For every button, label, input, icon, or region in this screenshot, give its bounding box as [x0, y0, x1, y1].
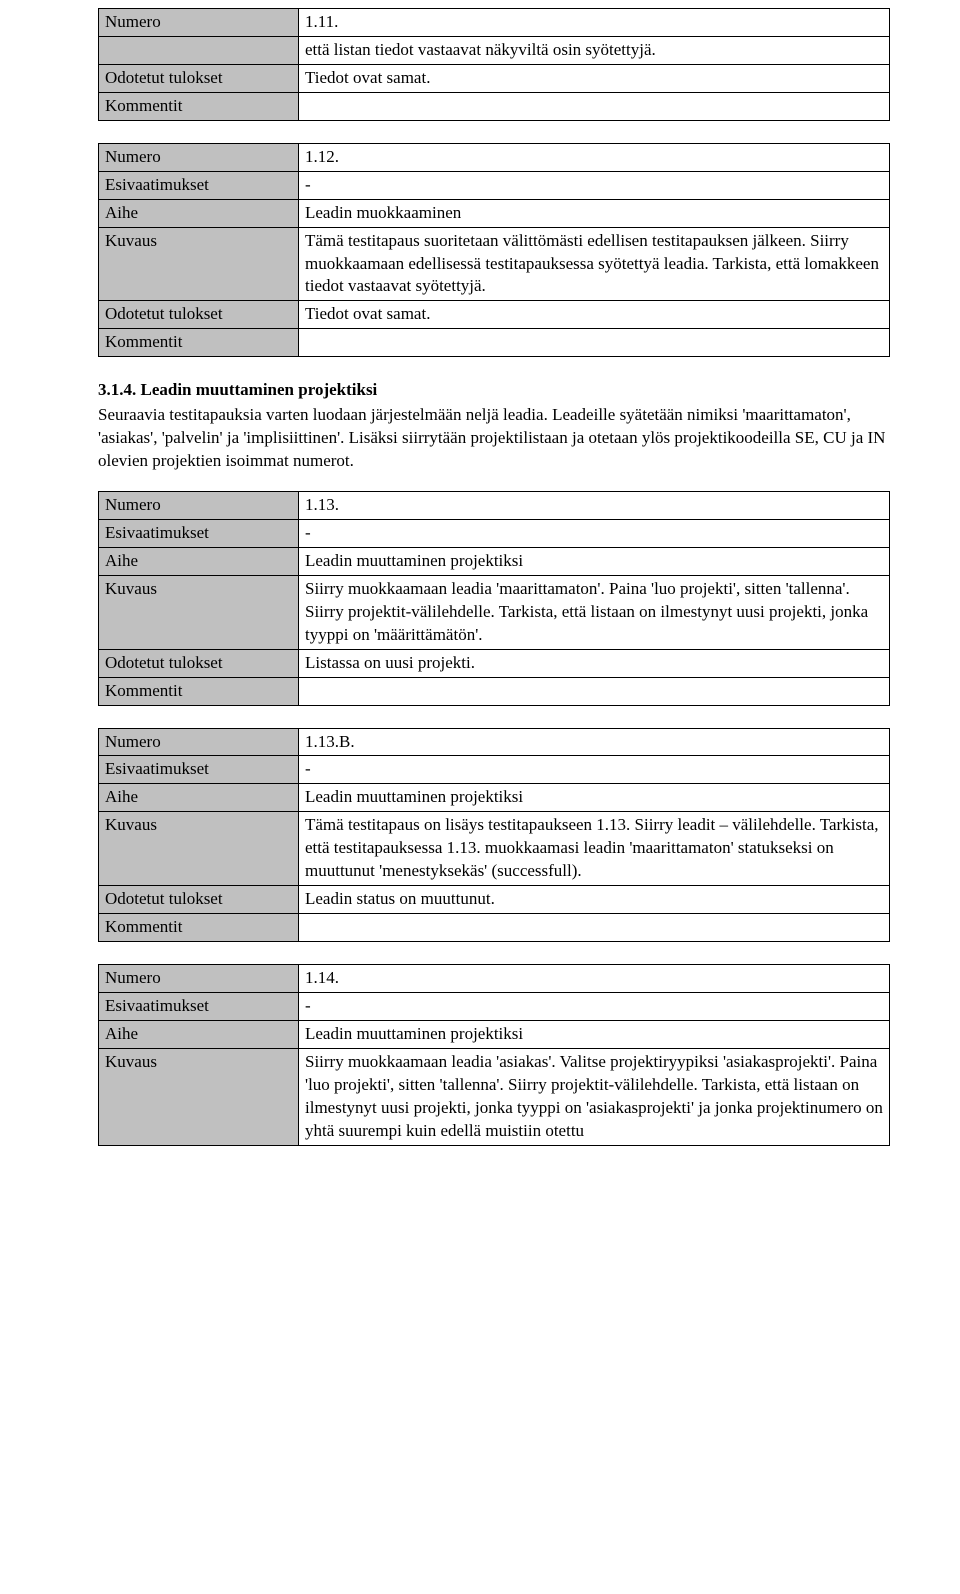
testcase-table: Numero 1.13.B. Esivaatimukset - Aihe Lea… [98, 728, 890, 943]
label-numero: Numero [99, 965, 299, 993]
label-kommentit: Kommentit [99, 92, 299, 120]
value-odotetut: Listassa on uusi projekti. [299, 649, 890, 677]
value-esivaatimukset: - [299, 756, 890, 784]
label-numero: Numero [99, 9, 299, 37]
value-odotetut: Tiedot ovat samat. [299, 301, 890, 329]
label-kuvaus: Kuvaus [99, 812, 299, 886]
value-numero: 1.13. [299, 492, 890, 520]
label-odotetut: Odotetut tulokset [99, 301, 299, 329]
value-numero: 1.13.B. [299, 728, 890, 756]
value-kuvaus: Siirry muokkaamaan leadia 'maarittamaton… [299, 575, 890, 649]
testcase-table: Numero 1.13. Esivaatimukset - Aihe Leadi… [98, 491, 890, 706]
label-kommentit: Kommentit [99, 329, 299, 357]
label-aihe: Aihe [99, 784, 299, 812]
value-esivaatimukset: - [299, 171, 890, 199]
label-aihe: Aihe [99, 547, 299, 575]
value-kuvaus: Siirry muokkaamaan leadia 'asiakas'. Val… [299, 1048, 890, 1145]
value-aihe: Leadin muuttaminen projektiksi [299, 1020, 890, 1048]
label-odotetut: Odotetut tulokset [99, 64, 299, 92]
value-kommentit [299, 914, 890, 942]
label-numero: Numero [99, 143, 299, 171]
label-numero: Numero [99, 492, 299, 520]
value-odotetut: Tiedot ovat samat. [299, 64, 890, 92]
value-aihe: Leadin muuttaminen projektiksi [299, 784, 890, 812]
label-esivaatimukset: Esivaatimukset [99, 519, 299, 547]
section-heading: 3.1.4. Leadin muuttaminen projektiksi [98, 379, 890, 402]
label-aihe: Aihe [99, 199, 299, 227]
value-kuvaus: Tämä testitapaus suoritetaan välittömäst… [299, 227, 890, 301]
label-kuvaus: Kuvaus [99, 227, 299, 301]
value-numero: 1.12. [299, 143, 890, 171]
value-kommentit [299, 677, 890, 705]
value-kuvaus: Tämä testitapaus on lisäys testitapaukse… [299, 812, 890, 886]
value-numero: 1.11. [299, 9, 890, 37]
label-kommentit: Kommentit [99, 677, 299, 705]
testcase-table: Numero 1.11. että listan tiedot vastaava… [98, 8, 890, 121]
label-kommentit: Kommentit [99, 914, 299, 942]
label-numero: Numero [99, 728, 299, 756]
label-odotetut: Odotetut tulokset [99, 649, 299, 677]
label-odotetut: Odotetut tulokset [99, 886, 299, 914]
value-odotetut: Leadin status on muuttunut. [299, 886, 890, 914]
value-aihe: Leadin muuttaminen projektiksi [299, 547, 890, 575]
label-esivaatimukset: Esivaatimukset [99, 171, 299, 199]
section-intro: Seuraavia testitapauksia varten luodaan … [98, 404, 890, 473]
value-esivaatimukset: - [299, 519, 890, 547]
testcase-table: Numero 1.14. Esivaatimukset - Aihe Leadi… [98, 964, 890, 1146]
value-esivaatimukset: - [299, 992, 890, 1020]
label-esivaatimukset: Esivaatimukset [99, 992, 299, 1020]
value-kommentit [299, 329, 890, 357]
value-numero: 1.14. [299, 965, 890, 993]
testcase-table: Numero 1.12. Esivaatimukset - Aihe Leadi… [98, 143, 890, 358]
label-esivaatimukset: Esivaatimukset [99, 756, 299, 784]
label-kuvaus-cont [99, 36, 299, 64]
value-kuvaus-cont: että listan tiedot vastaavat näkyviltä o… [299, 36, 890, 64]
label-kuvaus: Kuvaus [99, 575, 299, 649]
value-aihe: Leadin muokkaaminen [299, 199, 890, 227]
label-kuvaus: Kuvaus [99, 1048, 299, 1145]
label-aihe: Aihe [99, 1020, 299, 1048]
value-kommentit [299, 92, 890, 120]
